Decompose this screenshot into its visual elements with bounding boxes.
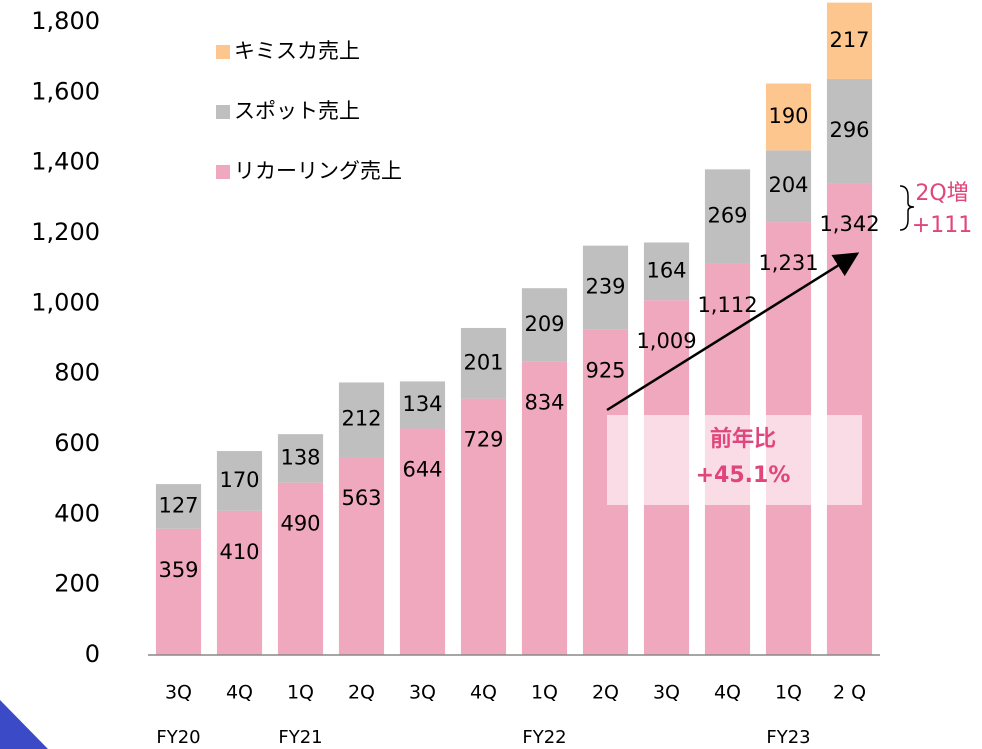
plot: 0 200 400 600 800 1,000 1,200 1,400 1,600 1,800 35…: [31, 2, 880, 748]
value-label: 190: [768, 104, 808, 128]
value-label: 138: [280, 445, 320, 469]
value-label: 563: [341, 486, 381, 510]
value-label: 1,112: [697, 293, 757, 317]
bar-segment: [826, 78, 873, 184]
x-tick-label: 3Q: [409, 682, 436, 704]
bar-segment: [216, 451, 263, 511]
y-tick-label: 1,800: [31, 7, 100, 35]
bar-segment: [521, 361, 568, 655]
value-label: 359: [158, 558, 198, 582]
value-label: 729: [463, 428, 503, 452]
bar-segment: [399, 381, 446, 429]
legend-label: リカーリング売上: [234, 159, 402, 183]
x-tick-label: 4Q: [470, 682, 497, 704]
value-label: 127: [158, 493, 198, 517]
brace: [899, 185, 915, 231]
bar-segment: [155, 528, 202, 655]
value-label: 217: [829, 28, 869, 52]
value-label: 490: [280, 512, 320, 536]
value-label: 164: [646, 258, 686, 282]
y-tick-label: 800: [54, 359, 100, 387]
trend-arrow: [606, 252, 860, 412]
legend-label: スポット売上: [234, 99, 360, 123]
annotation-text: 2Q増: [915, 181, 968, 206]
x-tick-label: 2Q: [592, 682, 619, 704]
value-label: 834: [524, 391, 564, 415]
y-tick-label: 0: [85, 640, 100, 668]
y-tick-label: 1,600: [31, 77, 100, 105]
bar-segment: [399, 428, 446, 655]
y-tick-label: 1,000: [31, 288, 100, 316]
value-label: 209: [524, 312, 564, 336]
x-tick-label: 1Q: [775, 682, 802, 704]
group-label: FY21: [278, 727, 322, 748]
bar-segment: [277, 482, 324, 655]
bar-segment: [277, 434, 324, 483]
bar-segment: [765, 83, 812, 151]
value-label: 170: [219, 468, 259, 492]
bar-segment: [643, 242, 690, 301]
bar-segment: [704, 169, 751, 264]
group-label: FY23: [766, 727, 810, 748]
bar-segment: [826, 2, 873, 79]
value-label: 212: [341, 407, 381, 431]
x-tick-label: 1Q: [531, 682, 558, 704]
annotation-box: [607, 415, 862, 505]
group-label: FY22: [522, 727, 566, 748]
bar-segment: [460, 327, 507, 399]
group-label: FY20: [156, 727, 200, 748]
annotation-text: +111: [912, 213, 972, 238]
legend-swatch: [216, 165, 230, 179]
value-label: 925: [585, 359, 625, 383]
value-label: 201: [463, 350, 503, 374]
x-tick-label: 2Q: [348, 682, 375, 704]
bar-segment: [155, 484, 202, 529]
y-tick-label: 400: [54, 499, 100, 527]
annotation-text: +45.1%: [696, 463, 791, 488]
y-tick-label: 1,400: [31, 148, 100, 176]
bar-segment: [338, 457, 385, 655]
y-tick-label: 200: [54, 570, 100, 598]
value-label: 410: [219, 540, 259, 564]
y-tick-label: 1,200: [31, 218, 100, 246]
value-label: 239: [585, 275, 625, 299]
value-label: 269: [707, 204, 747, 228]
value-label: 134: [402, 392, 442, 416]
bar-segment: [216, 510, 263, 655]
legend-label: キミスカ売上: [234, 39, 360, 63]
bar-segment: [521, 288, 568, 362]
legend-swatch: [216, 45, 230, 59]
corner-decoration: [0, 700, 48, 749]
bar-segment: [765, 150, 812, 223]
bar-segment: [460, 398, 507, 655]
value-label: 644: [402, 458, 442, 482]
annotation-text: 前年比: [710, 426, 776, 452]
bar-segment: [582, 245, 629, 330]
value-label: 1,009: [636, 329, 696, 353]
value-label: 1,231: [758, 251, 818, 275]
legend-swatch: [216, 105, 230, 119]
value-label: 1,342: [819, 212, 879, 236]
x-tick-label: 2 Q: [833, 682, 866, 704]
y-tick-label: 600: [54, 429, 100, 457]
x-tick-label: 4Q: [226, 682, 253, 704]
bar-segment: [338, 382, 385, 458]
x-tick-label: 4Q: [714, 682, 741, 704]
x-tick-label: 1Q: [287, 682, 314, 704]
x-tick-label: 3Q: [653, 682, 680, 704]
value-label: 296: [829, 118, 869, 142]
value-label: 204: [768, 173, 808, 197]
x-tick-label: 3Q: [165, 682, 192, 704]
